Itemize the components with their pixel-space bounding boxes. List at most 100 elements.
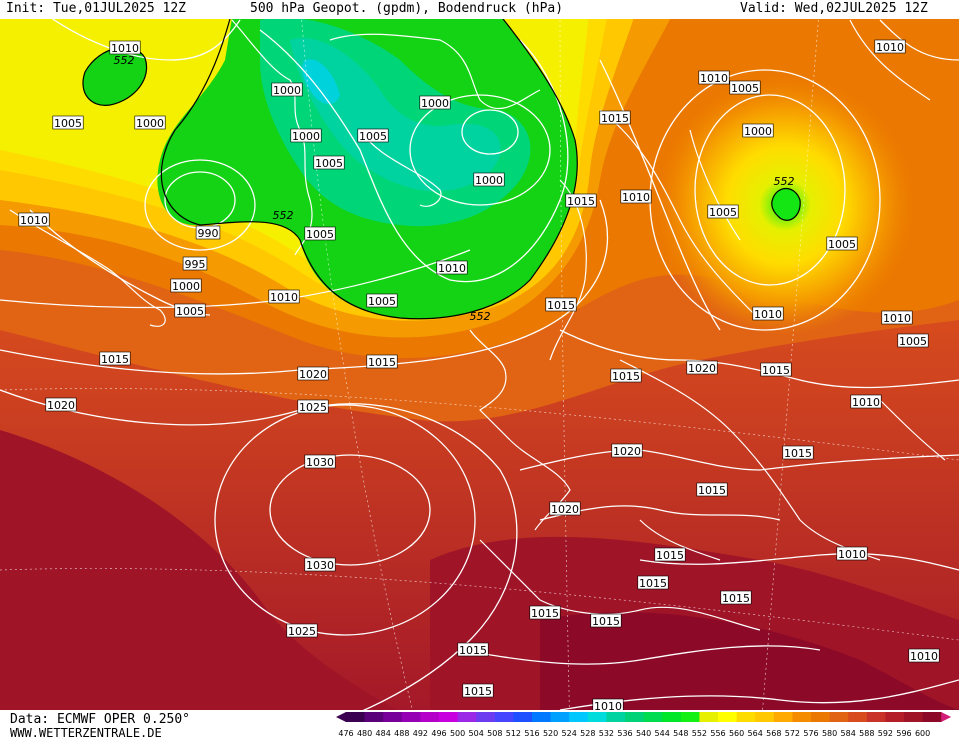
isobar-label: 1010: [620, 189, 652, 204]
isobar-label: 1020: [297, 366, 329, 381]
svg-text:1010: 1010: [700, 72, 728, 85]
colorbar-tick-label: 564: [748, 729, 763, 738]
colorbar-swatch: [811, 712, 831, 722]
svg-text:1015: 1015: [592, 615, 620, 628]
svg-text:1000: 1000: [744, 125, 772, 138]
header-bar: [0, 0, 959, 19]
colorbar-tick-label: 480: [357, 729, 372, 738]
svg-text:1000: 1000: [172, 280, 200, 293]
svg-text:1015: 1015: [531, 607, 559, 620]
colorbar-swatch: [904, 712, 924, 722]
isobar-label: 1015: [462, 683, 494, 698]
colorbar-swatch: [606, 712, 626, 722]
isobar-label: 1010: [18, 212, 50, 227]
geopot-labels: 552 552 552 552: [114, 54, 795, 323]
isobar-label: 1020: [549, 501, 581, 516]
svg-text:1015: 1015: [601, 112, 629, 125]
isobar-label: 1015: [610, 368, 642, 383]
isobar-label: 1015: [457, 642, 489, 657]
colorbar-tick-label: 572: [785, 729, 800, 738]
isobar-label: 1025: [297, 399, 329, 414]
isobar-label: 1020: [611, 443, 643, 458]
svg-text:1000: 1000: [292, 130, 320, 143]
isobar-label: 1015: [565, 193, 597, 208]
colorbar-swatch: [401, 712, 421, 722]
colorbar: 476 480 484 488 492 496 500 504 508 512 516 520 524 5…: [336, 712, 952, 738]
svg-text:1025: 1025: [299, 401, 327, 414]
svg-text:1015: 1015: [698, 484, 726, 497]
isobar-label: 1010: [698, 70, 730, 85]
isobar-label: 1005: [357, 128, 389, 143]
isobar-label: 1010: [881, 310, 913, 325]
site-url: WWW.WETTERZENTRALE.DE: [10, 726, 162, 740]
svg-text:1015: 1015: [101, 353, 129, 366]
colorbar-swatch: [420, 712, 440, 722]
isobar-label: 1015: [599, 110, 631, 125]
colorbar-swatch: [494, 712, 514, 722]
isobar-label: 1010: [836, 546, 868, 561]
colorbar-swatch: [457, 712, 477, 722]
isobar-label: 995: [182, 256, 208, 271]
svg-text:1010: 1010: [852, 396, 880, 409]
isobar-label: 1005: [313, 155, 345, 170]
svg-text:1010: 1010: [270, 291, 298, 304]
isobar-label: 1005: [897, 333, 929, 348]
colorbar-swatch: [550, 712, 570, 722]
isobar-label: 1005: [304, 226, 336, 241]
svg-text:1015: 1015: [368, 356, 396, 369]
colorbar-tick-label: 560: [729, 729, 744, 738]
svg-text:1020: 1020: [299, 368, 327, 381]
svg-text:1005: 1005: [368, 295, 396, 308]
colorbar-tick-label: 540: [636, 729, 651, 738]
svg-text:1000: 1000: [273, 84, 301, 97]
colorbar-swatch: [532, 712, 552, 722]
colorbar-tick-label: 536: [617, 729, 632, 738]
svg-text:1005: 1005: [315, 157, 343, 170]
svg-text:1010: 1010: [622, 191, 650, 204]
colorbar-tick-label: 500: [450, 729, 465, 738]
isobar-label: 1000: [419, 95, 451, 110]
svg-text:1005: 1005: [828, 238, 856, 251]
isobar-label: 1005: [826, 236, 858, 251]
colorbar-tick-label: 524: [562, 729, 577, 738]
colorbar-swatch: [569, 712, 589, 722]
svg-text:1000: 1000: [475, 174, 503, 187]
colorbar-tick-label: 584: [841, 729, 856, 738]
svg-text:1025: 1025: [288, 625, 316, 638]
colorbar-tick-label: 492: [413, 729, 428, 738]
colorbar-swatch: [662, 712, 682, 722]
colorbar-tick-label: 592: [878, 729, 893, 738]
colorbar-swatch: [346, 712, 366, 722]
colorbar-tick-label: 476: [338, 729, 353, 738]
colorbar-arrow-left: [336, 712, 346, 722]
isobar-label: 1030: [304, 454, 336, 469]
isobar-label: 1015: [590, 613, 622, 628]
colorbar-swatch: [439, 712, 459, 722]
svg-text:1015: 1015: [459, 644, 487, 657]
svg-text:1000: 1000: [421, 97, 449, 110]
svg-text:1010: 1010: [20, 214, 48, 227]
colorbar-tick-label: 552: [692, 729, 707, 738]
svg-text:1010: 1010: [438, 262, 466, 275]
svg-text:1010: 1010: [594, 700, 622, 713]
svg-text:990: 990: [198, 227, 219, 240]
init-time: Init: Tue,01JUL2025 12Z: [6, 1, 187, 16]
isobar-label: 1015: [366, 354, 398, 369]
isobar-label: 1000: [742, 123, 774, 138]
svg-text:1010: 1010: [883, 312, 911, 325]
colorbar-tick-label: 516: [524, 729, 539, 738]
colorbar-swatch: [885, 712, 905, 722]
colorbar-arrow-right: [941, 712, 952, 722]
colorbar-swatch: [866, 712, 886, 722]
isobar-label: 1015: [720, 590, 752, 605]
colorbar-tick-label: 520: [543, 729, 558, 738]
colorbar-swatch: [755, 712, 775, 722]
svg-text:1030: 1030: [306, 559, 334, 572]
isobar-label: 1015: [529, 605, 561, 620]
colorbar-tick-label: 496: [431, 729, 446, 738]
isobar-label: 1005: [174, 303, 206, 318]
colorbar-swatch: [680, 712, 700, 722]
colorbar-swatch: [643, 712, 663, 722]
geopot-label: 552: [470, 310, 491, 323]
